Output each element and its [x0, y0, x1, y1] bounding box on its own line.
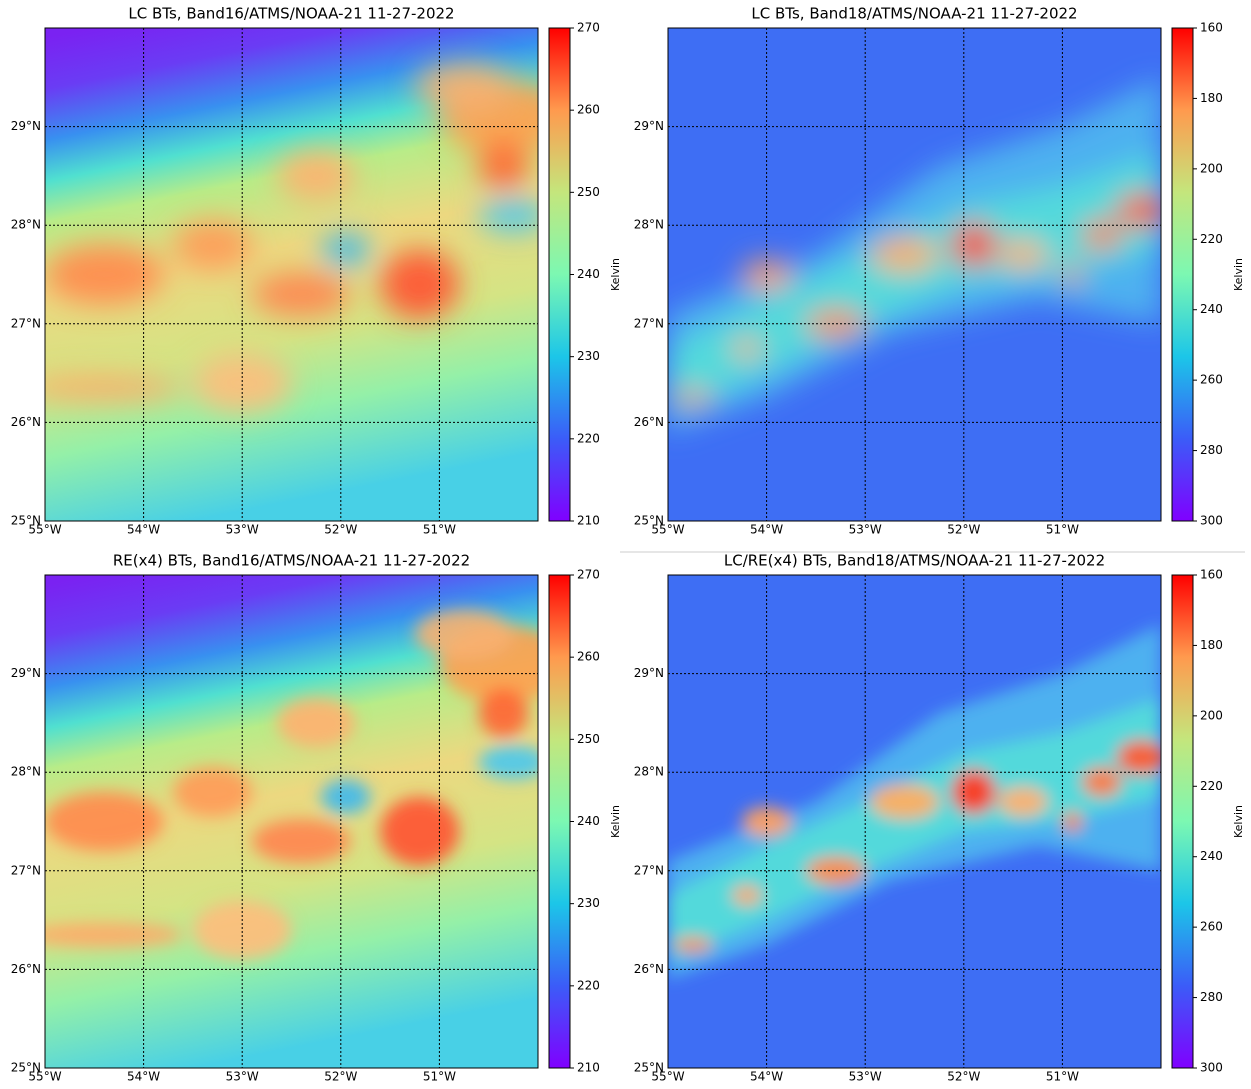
y-tick-label: 27°N [11, 863, 41, 877]
colorbar-tick-label: 230 [577, 349, 600, 363]
x-tick-label: 51°W [1046, 1070, 1079, 1084]
colorbar-tick-label: 220 [577, 978, 600, 992]
panel-title: LC BTs, Band16/ATMS/NOAA-21 11-27-2022 [128, 5, 454, 23]
colorbar-tick-label: 160 [1200, 568, 1223, 582]
colorbar [1171, 27, 1194, 522]
colorbar-tick-label: 270 [577, 21, 600, 35]
y-tick-label: 27°N [634, 863, 664, 877]
colorbar-tick-label: 160 [1200, 21, 1223, 35]
x-tick-label: 52°W [324, 523, 357, 537]
x-tick-label: 52°W [947, 523, 980, 537]
y-tick-label: 29°N [634, 666, 664, 680]
plot-frame [44, 574, 539, 1069]
colorbar-label: Kelvin [1232, 258, 1245, 291]
y-tick-label: 28°N [634, 218, 664, 232]
colorbar-label: Kelvin [1232, 805, 1245, 838]
colorbar [548, 574, 571, 1069]
plot-frame [44, 27, 539, 522]
colorbar-tick-label: 250 [577, 185, 600, 199]
colorbar-tick-label: 240 [1200, 849, 1223, 863]
colorbar-tick-label: 200 [1200, 161, 1223, 175]
heatmap [668, 28, 1161, 521]
y-tick-label: 25°N [11, 514, 41, 528]
panel: LC BTs, Band18/ATMS/NOAA-21 11-27-2022 55… [634, 5, 1245, 537]
colorbar-tick-label: 300 [1200, 514, 1223, 528]
colorbar-tick-label: 200 [1200, 708, 1223, 722]
y-tick-label: 29°N [11, 666, 41, 680]
panel: LC/RE(x4) BTs, Band18/ATMS/NOAA-21 11-27… [634, 552, 1245, 1084]
x-tick-label: 52°W [947, 1070, 980, 1084]
panel-title: RE(x4) BTs, Band16/ATMS/NOAA-21 11-27-20… [113, 552, 470, 570]
x-tick-label: 51°W [423, 1070, 456, 1084]
colorbar-tick-label: 220 [1200, 779, 1223, 793]
panel-title: LC/RE(x4) BTs, Band18/ATMS/NOAA-21 11-27… [724, 552, 1105, 570]
y-tick-label: 29°N [11, 119, 41, 133]
y-tick-label: 25°N [634, 514, 664, 528]
x-tick-label: 51°W [1046, 523, 1079, 537]
colorbar-tick-label: 300 [1200, 1061, 1223, 1075]
x-tick-label: 54°W [750, 1070, 783, 1084]
heatmap [45, 575, 538, 1068]
colorbar-tick-label: 180 [1200, 638, 1223, 652]
x-tick-label: 54°W [750, 523, 783, 537]
heatmap [45, 28, 538, 521]
x-tick-label: 53°W [849, 1070, 882, 1084]
colorbar-tick-label: 260 [1200, 920, 1223, 934]
colorbar [1171, 574, 1194, 1069]
colorbar [548, 27, 571, 522]
x-tick-label: 53°W [226, 523, 259, 537]
colorbar-tick-label: 220 [1200, 232, 1223, 246]
x-tick-label: 55°W [651, 1070, 684, 1084]
y-tick-label: 25°N [634, 1061, 664, 1075]
y-tick-label: 27°N [634, 316, 664, 330]
colorbar-tick-label: 270 [577, 568, 600, 582]
colorbar-tick-label: 250 [577, 732, 600, 746]
y-tick-label: 27°N [11, 316, 41, 330]
x-tick-label: 53°W [849, 523, 882, 537]
y-tick-label: 25°N [11, 1061, 41, 1075]
heatmap [668, 575, 1161, 1068]
x-tick-label: 52°W [324, 1070, 357, 1084]
x-tick-label: 55°W [28, 1070, 61, 1084]
colorbar-tick-label: 260 [577, 103, 600, 117]
colorbar-tick-label: 240 [1200, 302, 1223, 316]
colorbar-tick-label: 230 [577, 896, 600, 910]
y-tick-label: 29°N [634, 119, 664, 133]
colorbar-tick-label: 220 [577, 431, 600, 445]
colorbar-tick-label: 260 [1200, 373, 1223, 387]
y-tick-label: 28°N [11, 218, 41, 232]
x-tick-label: 55°W [28, 523, 61, 537]
x-tick-label: 51°W [423, 523, 456, 537]
x-tick-label: 54°W [127, 523, 160, 537]
panel: RE(x4) BTs, Band16/ATMS/NOAA-21 11-27-20… [11, 552, 622, 1084]
y-tick-label: 28°N [11, 765, 41, 779]
colorbar-label: Kelvin [609, 805, 622, 838]
colorbar-tick-label: 210 [577, 514, 600, 528]
y-tick-label: 26°N [634, 962, 664, 976]
x-tick-label: 54°W [127, 1070, 160, 1084]
colorbar-tick-label: 260 [577, 650, 600, 664]
colorbar-tick-label: 210 [577, 1061, 600, 1075]
y-tick-label: 26°N [11, 962, 41, 976]
x-tick-label: 55°W [651, 523, 684, 537]
colorbar-label: Kelvin [609, 258, 622, 291]
colorbar-tick-label: 280 [1200, 443, 1223, 457]
colorbar-tick-label: 240 [577, 814, 600, 828]
y-tick-label: 28°N [634, 765, 664, 779]
plot-frame [667, 27, 1162, 522]
colorbar-tick-label: 240 [577, 267, 600, 281]
plot-frame [667, 574, 1162, 1069]
y-tick-label: 26°N [11, 415, 41, 429]
y-tick-label: 26°N [634, 415, 664, 429]
colorbar-tick-label: 280 [1200, 990, 1223, 1004]
colorbar-tick-label: 180 [1200, 91, 1223, 105]
panel: LC BTs, Band16/ATMS/NOAA-21 11-27-2022 55… [11, 5, 622, 537]
x-tick-label: 53°W [226, 1070, 259, 1084]
panel-title: LC BTs, Band18/ATMS/NOAA-21 11-27-2022 [751, 5, 1077, 23]
